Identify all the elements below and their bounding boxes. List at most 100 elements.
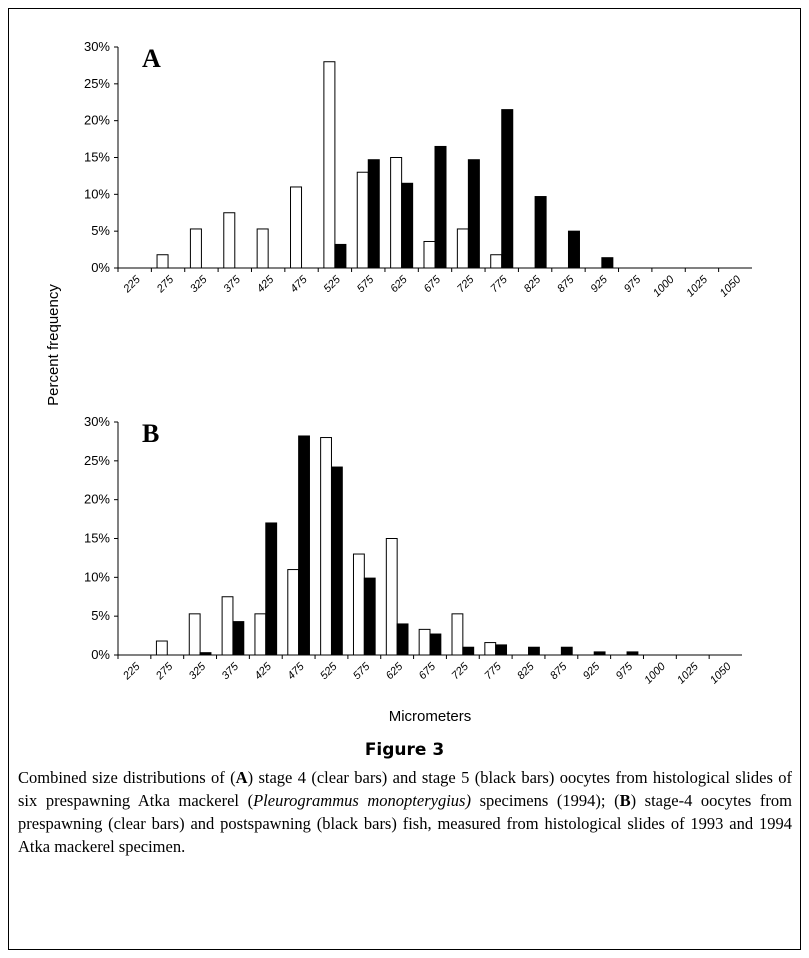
x-tick-label: 425 [252,660,274,682]
y-tick-label: 15% [84,150,110,165]
x-tick-label: 975 [614,660,636,682]
y-tick-label: 10% [84,186,110,201]
bar [501,109,514,269]
panel-label: B [142,419,159,448]
x-tick-label: 575 [351,660,373,682]
bar [188,613,201,656]
x-tick-label: 875 [548,660,570,682]
y-tick-label: 5% [91,223,110,238]
figure-label: Figure 3 [364,740,445,760]
x-tick-label: 375 [221,273,243,295]
bar [155,640,168,656]
bar [330,466,343,656]
bar [593,651,606,656]
bar [385,538,398,656]
x-tick-label: 325 [188,273,210,295]
x-tick-label: 825 [515,660,537,682]
x-tick-label: 725 [455,273,477,295]
bar [334,243,347,269]
bar [451,613,464,656]
bar [156,254,169,269]
x-tick-label: 775 [488,273,510,295]
bar [223,212,236,269]
y-tick-label: 30% [84,39,110,54]
panel-label: A [142,44,161,73]
bar [434,145,447,269]
bar [254,613,267,656]
caption-segment: B [619,791,631,810]
x-tick-label: 1000 [651,273,677,299]
y-tick-label: 0% [91,260,110,275]
y-tick-label: 30% [84,414,110,429]
y-tick-label: 25% [84,453,110,468]
bar [199,652,212,656]
caption-segment: ) stage 4 (clear bars) and stage 5 (blac… [18,768,792,810]
x-tick-label: 675 [422,273,444,295]
y-axis-label: Percent frequency [45,284,62,406]
x-tick-label: 925 [581,660,603,682]
x-tick-label: 875 [555,273,577,295]
bar [601,257,614,269]
y-tick-label: 20% [84,492,110,507]
bar [363,577,376,656]
x-tick-label: 525 [322,273,344,295]
x-tick-label: 525 [318,660,340,682]
bar [189,228,202,269]
bar [534,196,547,269]
bar [418,628,431,656]
x-tick-label: 625 [384,660,406,682]
bar [495,644,508,656]
caption-segment: specimens (1994); ( [470,791,620,810]
caption-segment: Pleurogrammus monopterygius) [253,791,471,810]
x-tick-label: 275 [154,273,177,296]
frame [8,8,801,950]
bar [490,254,503,269]
x-tick-label: 1025 [675,660,701,686]
bar [423,240,436,269]
caption-segment: A [235,768,248,787]
bar [484,642,497,656]
bar [232,621,245,656]
x-tick-label: 425 [255,273,277,295]
bar [567,230,580,269]
x-tick-label: 225 [120,660,143,683]
bar [320,437,332,656]
x-axis-label: Micrometers [389,708,472,725]
x-tick-label: 1050 [708,660,734,686]
x-tick-label: 825 [522,273,544,295]
x-tick-label: 625 [388,273,410,295]
x-tick-label: 325 [187,660,209,682]
x-tick-label: 975 [622,273,644,295]
y-tick-label: 25% [84,76,110,91]
bar [256,228,269,269]
y-tick-label: 15% [84,531,110,546]
bar [221,596,234,656]
figure-caption: Combined size distributions of (A) stage… [18,766,792,858]
bar [462,646,475,656]
caption-segment: ) stage-4 oocytes from prespawning (clea… [18,791,792,856]
bar [396,623,409,656]
bar [528,646,540,656]
x-tick-label: 225 [121,273,144,296]
x-tick-label: 1050 [718,273,744,299]
x-tick-label: 275 [153,660,176,683]
bar [265,522,278,656]
x-tick-label: 475 [288,273,310,295]
y-tick-label: 10% [84,569,110,584]
y-tick-label: 0% [91,647,110,662]
bar [467,159,480,269]
y-tick-label: 5% [91,608,110,623]
caption-segment: Combined size distributions of ( [18,768,236,787]
bar [352,553,365,656]
bar [390,157,403,269]
bar [429,633,442,656]
x-tick-label: 725 [449,660,471,682]
bar [401,182,414,269]
bar [356,171,369,269]
bar [298,435,310,656]
x-tick-label: 775 [482,660,504,682]
x-tick-label: 475 [285,660,307,682]
x-tick-label: 375 [220,660,242,682]
